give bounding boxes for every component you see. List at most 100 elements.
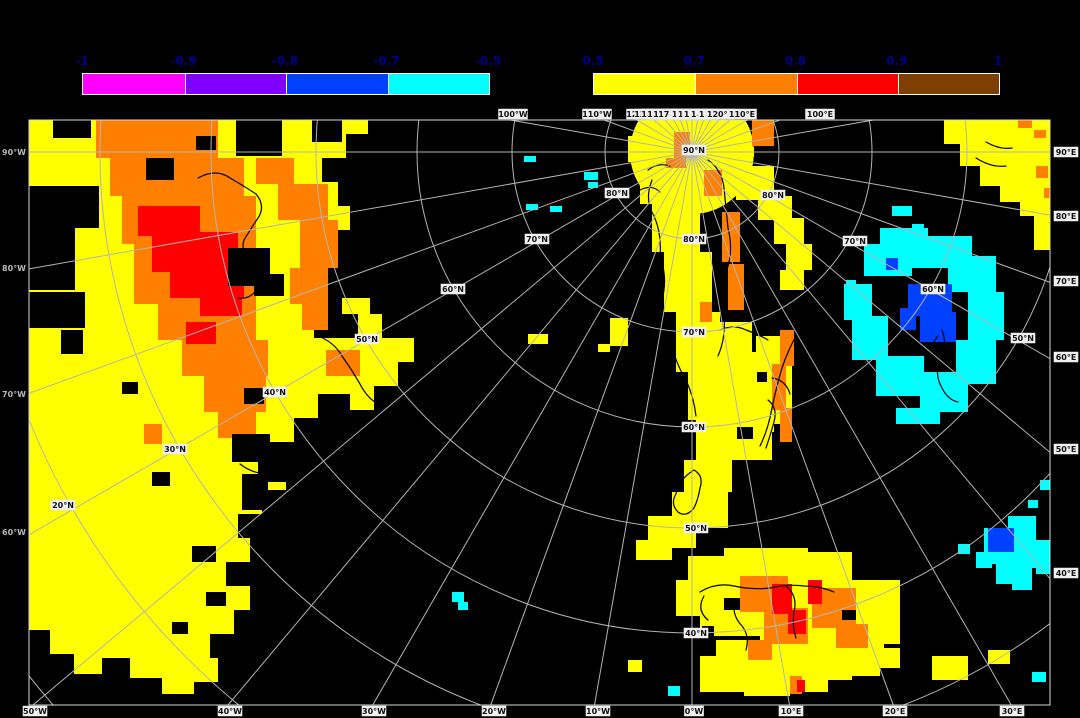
map-label-box [1053, 567, 1079, 579]
map-label-box [882, 705, 908, 717]
map-label-text: 20°W [482, 707, 506, 716]
map-region [1036, 166, 1048, 178]
map-label: 80°N [760, 189, 786, 201]
map-label-text: 60°N [442, 285, 464, 294]
map-region [256, 158, 294, 184]
colorbar-tick-label: 0.9 [886, 54, 908, 68]
map-label-box [22, 705, 48, 717]
map-region [968, 292, 1004, 340]
map-label: 110°E [727, 108, 757, 120]
coastlines [197, 141, 1013, 651]
map-label: 20°E [882, 705, 908, 717]
map-region [458, 602, 468, 610]
map-label: 70°N [681, 326, 707, 338]
map-region [524, 156, 536, 162]
colorbar-segment [184, 74, 286, 94]
map-label: 50°W [22, 705, 48, 717]
map-region [196, 136, 216, 150]
map-label-text: 90°E [1056, 148, 1077, 157]
map-region [244, 388, 264, 404]
map-region [206, 592, 226, 606]
map-label: 120°E [705, 108, 735, 120]
colorbar-segment [387, 74, 489, 94]
map-label-text: 30°E [1002, 707, 1023, 716]
map-label-box [582, 108, 612, 120]
map-region [886, 258, 898, 270]
map-label: 110°W [582, 108, 612, 120]
map-region [192, 546, 216, 562]
map-label: 60°N [920, 283, 946, 295]
map-region [186, 322, 216, 344]
map-region [236, 120, 282, 156]
map-region [29, 186, 99, 228]
colorbar-divider [184, 74, 186, 94]
map-label: 80°N [681, 233, 707, 245]
map-label-box [162, 443, 188, 455]
map-label-text: 90°N [683, 146, 705, 155]
map-region [700, 492, 728, 520]
map-label-text: 80°N [762, 191, 784, 200]
map-region [326, 350, 360, 376]
map-region [138, 206, 200, 236]
map-label-box [361, 705, 387, 717]
map-label-box [683, 522, 709, 534]
map-region [684, 460, 732, 492]
colorbar-tick-label: 0.8 [784, 54, 807, 68]
map-label-text: 60°N [683, 423, 705, 432]
inner-labels: 90°N 80°N 70°N 60°N 50°N 40°N 80°N 70°N 60°N 50°N… [50, 144, 1036, 639]
map-label-box [705, 108, 735, 120]
meridian-line [32, 151, 693, 705]
colorbar-tick-label: -0.7 [373, 54, 400, 68]
map-label-text: 0°W [685, 707, 704, 716]
map-label-box [440, 283, 466, 295]
map-label-box [683, 627, 709, 639]
meridian-line [691, 151, 1012, 705]
map-region [960, 144, 1050, 166]
map-region [588, 182, 598, 188]
map-region [254, 274, 284, 296]
map-label-text: 60°E [1056, 353, 1077, 362]
map-region [302, 304, 328, 330]
map-region [912, 224, 924, 234]
map-region [757, 372, 767, 382]
map-region [182, 340, 268, 376]
map-region [29, 292, 85, 328]
map-label-box [354, 333, 380, 345]
map-label: 20°W [481, 705, 507, 717]
map-label: 100°W [498, 108, 528, 120]
colorbar-divider [286, 74, 287, 94]
meridian-line [29, 151, 693, 394]
map-region [242, 474, 268, 510]
map-label: 10°W [585, 705, 611, 717]
map-label-text: 10°W [586, 707, 610, 716]
map-label-box [805, 108, 835, 120]
map-label: 50°N [1010, 332, 1036, 344]
map-region [948, 256, 996, 292]
map-region [110, 158, 244, 196]
map-region [1012, 576, 1032, 590]
map-region [864, 616, 900, 644]
colorbar-divider [796, 74, 798, 94]
coastline [647, 179, 697, 417]
map-region [842, 610, 856, 620]
colorbar-segment [594, 74, 696, 94]
map-region [1028, 500, 1038, 508]
map-region [737, 427, 753, 439]
coastline [237, 439, 321, 482]
map-region [780, 330, 794, 366]
map-label: 60°N [440, 283, 466, 295]
colorbar-segment [695, 74, 797, 94]
map-label: 70°N [524, 233, 550, 245]
colorbar-tick-label: 0.5 [582, 54, 604, 68]
colorbar-tick-label: -0.8 [271, 54, 299, 68]
map-label-text: 20°N [52, 501, 74, 510]
meridian-line [372, 151, 693, 705]
coastline [317, 335, 403, 449]
map-label: 60°E [1053, 351, 1079, 363]
map-label-text: 50°N [1012, 334, 1034, 343]
map-label-box [1053, 210, 1079, 222]
map-region [852, 316, 888, 360]
